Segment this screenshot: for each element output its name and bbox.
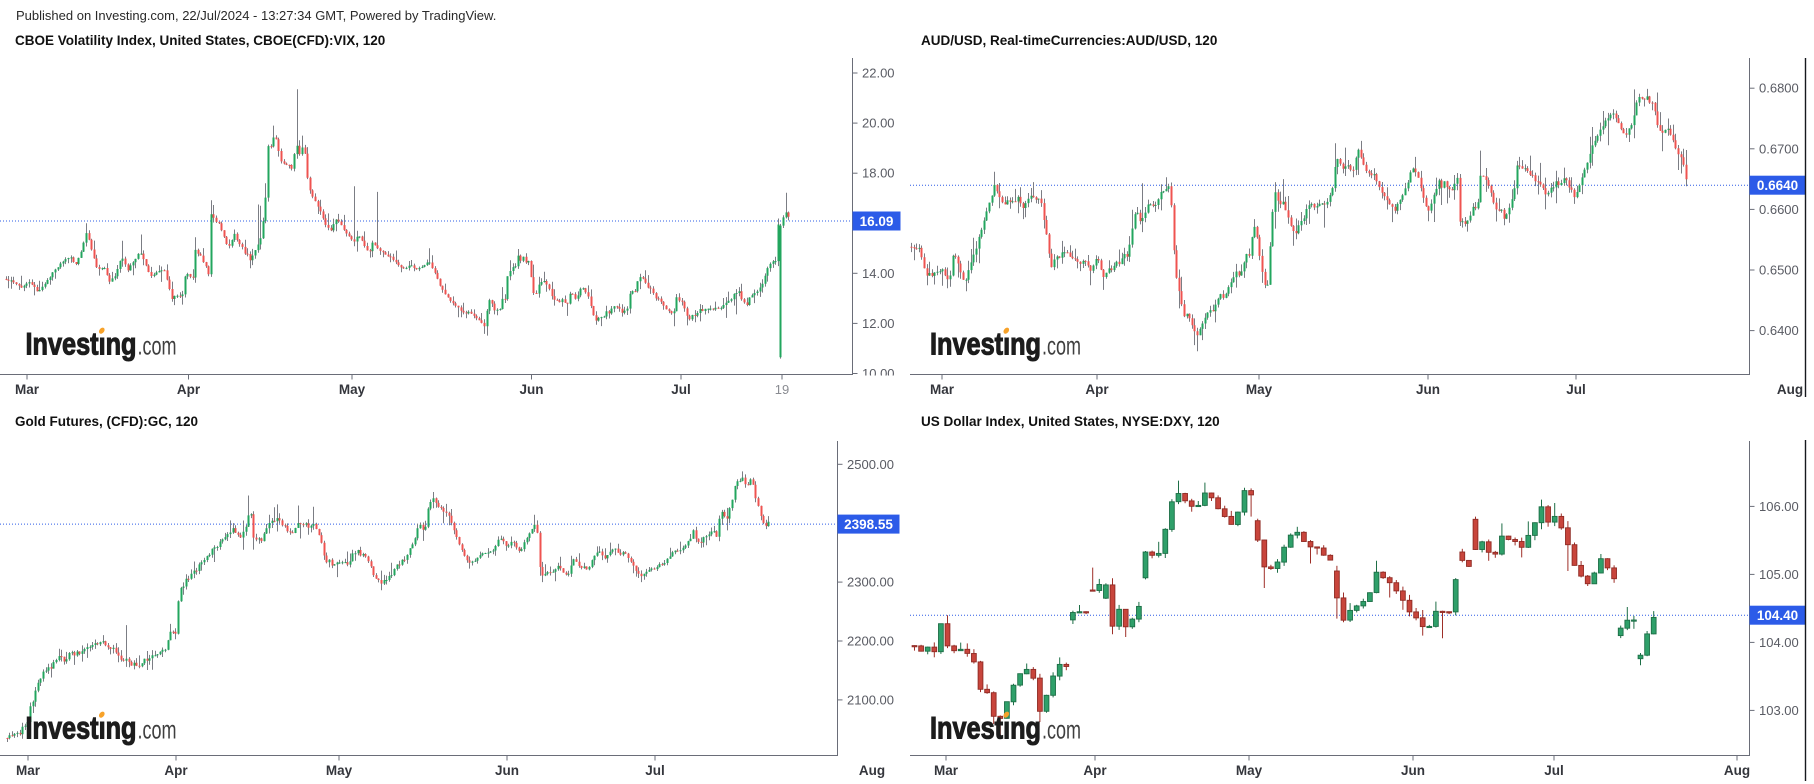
svg-text:Aug: Aug — [1777, 382, 1803, 397]
svg-text:2398.55: 2398.55 — [844, 517, 893, 532]
svg-text:105.00: 105.00 — [1759, 567, 1799, 582]
svg-text:Jul: Jul — [1566, 382, 1586, 397]
svg-text:0.6500: 0.6500 — [1759, 263, 1799, 278]
svg-text:106.00: 106.00 — [1759, 499, 1799, 514]
svg-text:May: May — [326, 763, 353, 778]
svg-text:Published on Investing.com, 22: Published on Investing.com, 22/Jul/2024 … — [16, 8, 496, 23]
svg-text:Jun: Jun — [1416, 382, 1440, 397]
svg-text:AUD/USD, Real-timeCurrencies:A: AUD/USD, Real-timeCurrencies:AUD/USD, 12… — [921, 33, 1217, 48]
svg-text:10.00: 10.00 — [862, 366, 895, 381]
svg-text:.com: .com — [138, 331, 177, 361]
svg-text:Mar: Mar — [16, 763, 41, 778]
svg-text:2300.00: 2300.00 — [847, 575, 894, 590]
svg-text:19: 19 — [775, 382, 789, 397]
svg-text:104.00: 104.00 — [1759, 635, 1799, 650]
svg-text:.com: .com — [138, 715, 177, 745]
svg-text:12.00: 12.00 — [862, 316, 895, 331]
svg-text:Apr: Apr — [1083, 763, 1107, 778]
svg-text:0.6600: 0.6600 — [1759, 202, 1799, 217]
svg-text:0.6700: 0.6700 — [1759, 141, 1799, 156]
svg-text:Investıng: Investıng — [26, 710, 137, 746]
svg-text:Gold Futures, (CFD):GC, 120: Gold Futures, (CFD):GC, 120 — [15, 414, 198, 429]
svg-text:Investıng: Investıng — [930, 326, 1041, 362]
svg-text:Aug: Aug — [859, 763, 885, 778]
svg-text:20.00: 20.00 — [862, 116, 895, 131]
svg-text:Aug: Aug — [1724, 763, 1750, 778]
svg-text:Jun: Jun — [519, 382, 543, 397]
svg-text:2500.00: 2500.00 — [847, 457, 894, 472]
svg-text:16.09: 16.09 — [860, 214, 894, 229]
svg-text:Investıng: Investıng — [930, 710, 1041, 746]
svg-text:0.6800: 0.6800 — [1759, 81, 1799, 96]
svg-text:Apr: Apr — [164, 763, 188, 778]
svg-text:Apr: Apr — [177, 382, 201, 397]
svg-text:Jun: Jun — [495, 763, 519, 778]
svg-text:.com: .com — [1042, 715, 1081, 745]
svg-text:Mar: Mar — [15, 382, 40, 397]
svg-text:14.00: 14.00 — [862, 266, 895, 281]
svg-text:.com: .com — [1042, 331, 1081, 361]
svg-text:0.6640: 0.6640 — [1757, 178, 1798, 193]
svg-text:US Dollar Index, United States: US Dollar Index, United States, NYSE:DXY… — [921, 414, 1220, 429]
svg-text:22.00: 22.00 — [862, 66, 895, 81]
svg-text:Investıng: Investıng — [26, 326, 137, 362]
svg-text:May: May — [1236, 763, 1263, 778]
svg-text:18.00: 18.00 — [862, 166, 895, 181]
svg-text:Mar: Mar — [934, 763, 959, 778]
svg-text:Mar: Mar — [930, 382, 955, 397]
svg-text:2100.00: 2100.00 — [847, 692, 894, 707]
svg-text:104.40: 104.40 — [1757, 608, 1798, 623]
svg-text:Jul: Jul — [1544, 763, 1564, 778]
svg-text:Jul: Jul — [645, 763, 665, 778]
svg-text:2200.00: 2200.00 — [847, 634, 894, 649]
svg-text:May: May — [339, 382, 366, 397]
svg-text:Apr: Apr — [1085, 382, 1109, 397]
svg-text:103.00: 103.00 — [1759, 703, 1799, 718]
svg-text:Jun: Jun — [1401, 763, 1425, 778]
svg-text:CBOE Volatility Index, United: CBOE Volatility Index, United States, CB… — [15, 33, 385, 48]
svg-text:May: May — [1246, 382, 1273, 397]
svg-text:Jul: Jul — [671, 382, 691, 397]
svg-text:0.6400: 0.6400 — [1759, 323, 1799, 338]
